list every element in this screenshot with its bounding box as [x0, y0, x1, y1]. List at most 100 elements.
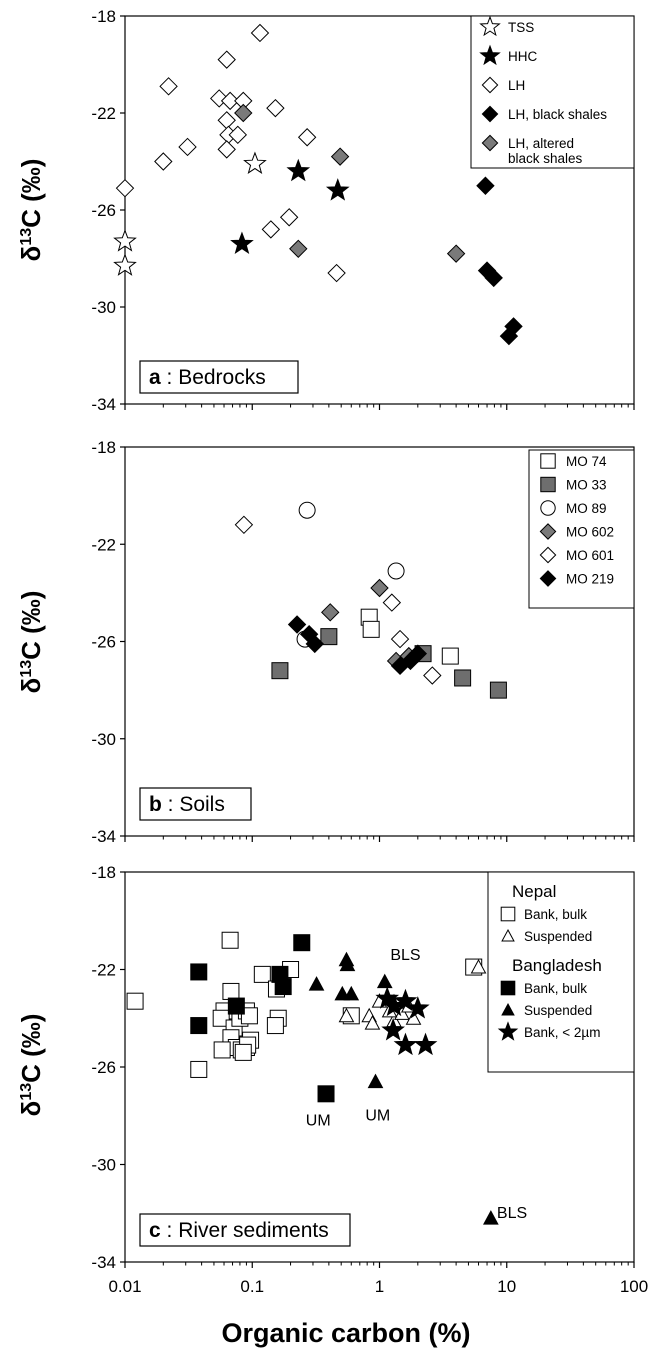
legend-label: LH [508, 78, 525, 93]
data-point [212, 1009, 230, 1027]
legend-label: LH, altered [508, 136, 574, 151]
annotation: BLS [390, 947, 420, 964]
legend-label: TSS [508, 20, 534, 35]
y-tick-label: -30 [91, 730, 116, 749]
annotation: UM [306, 1113, 331, 1130]
legend-label: black shales [508, 151, 583, 166]
legend-label: MO 33 [566, 478, 607, 493]
data-point [217, 140, 236, 159]
data-point [370, 578, 389, 598]
data-point [297, 128, 317, 147]
data-point [305, 634, 324, 654]
legend: MO 74 MO 33 MO 89 MO 602 MO 601 MO 219 [528, 449, 635, 609]
panel-title: b : Soils [149, 793, 225, 816]
data-point [393, 988, 418, 1012]
legend-label: HHC [508, 49, 537, 64]
data-point [213, 1041, 231, 1059]
data-point [405, 996, 430, 1019]
data-point [387, 562, 405, 580]
data-points [234, 501, 507, 699]
data-point [484, 268, 503, 288]
data-point [240, 1007, 258, 1025]
data-point [178, 137, 197, 157]
data-point [483, 1210, 499, 1225]
data-point [126, 992, 144, 1010]
legend-label: MO 219 [566, 572, 614, 587]
legend-label: MO 74 [566, 454, 607, 469]
data-point [220, 91, 240, 111]
legend-marker [481, 105, 499, 123]
data-point [367, 1073, 384, 1089]
data-point [287, 615, 307, 634]
legend-label: MO 601 [566, 548, 614, 563]
y-tick-label: -26 [91, 633, 116, 652]
data-point [423, 666, 442, 685]
legend-group-heading: Bangladesh [512, 956, 602, 975]
y-tick-label: -30 [91, 1156, 116, 1175]
legend-box [470, 15, 635, 169]
legend-label: Bank, < 2µm [524, 1025, 600, 1040]
data-point [470, 959, 487, 974]
data-point [320, 628, 338, 646]
legend-marker [539, 523, 557, 540]
data-point [190, 1060, 208, 1078]
data-point [393, 1032, 418, 1056]
y-tick-label: -22 [91, 104, 116, 123]
data-point [250, 23, 270, 43]
y-tick-label: -22 [91, 961, 116, 980]
legend-label: MO 89 [566, 501, 607, 516]
panel-title-box [139, 1213, 351, 1247]
data-point [343, 985, 360, 1001]
data-point [221, 931, 239, 949]
x-tick-label: 1 [375, 1277, 384, 1296]
y-tick-label: -34 [91, 395, 116, 414]
legend-marker [539, 546, 557, 564]
y-axis-label: δ13C (‰) [16, 591, 46, 694]
legend-label: Suspended [524, 1003, 592, 1018]
data-point [489, 681, 507, 699]
data-point [234, 515, 254, 535]
y-tick-label: -18 [91, 7, 116, 26]
data-point [499, 326, 519, 346]
x-tick-label: 0.01 [108, 1277, 141, 1296]
legend: Nepal Bank, bulk Suspended Bangladesh Bank, … [487, 871, 635, 1073]
data-point [454, 669, 472, 687]
data-point [113, 229, 137, 252]
legend-marker [540, 476, 556, 493]
x-axis-tick-labels: 0.01 0.1 1 10 100 [108, 1277, 648, 1296]
data-point [234, 103, 253, 123]
y-axis-label: δ13C (‰) [16, 159, 46, 262]
chart-panel-1: -18 -22 -26 -30 -34 δ13C (‰) a : Bedrocks TSS HH… [16, 7, 635, 414]
legend-marker [500, 906, 516, 922]
data-point [317, 1085, 335, 1103]
data-point [227, 997, 245, 1015]
data-point [476, 176, 495, 195]
legend-label: Suspended [524, 929, 592, 944]
data-point [234, 1043, 252, 1061]
y-tick-label: -18 [91, 863, 116, 882]
legend-marker [501, 1002, 515, 1016]
legend-marker [479, 15, 501, 37]
data-point [376, 973, 393, 989]
data-point [113, 253, 137, 276]
data-point [253, 965, 271, 983]
y-tick-label: -30 [91, 298, 116, 317]
panels: -18 -22 -26 -30 -34 δ13C (‰) a : Bedrocks TSS HH… [16, 7, 635, 1272]
data-point [298, 501, 316, 519]
legend: TSS HHC LH LH, black shales LH, alteredblack… [470, 15, 635, 169]
data-point [405, 1010, 422, 1025]
annotation: UM [365, 1108, 390, 1125]
x-tick-label: 0.1 [240, 1277, 264, 1296]
data-point [217, 50, 236, 69]
chart-panel-3: -18 -22 -26 -30 -34 δ13C (‰) c : River sedimen… [16, 863, 635, 1272]
data-point [289, 239, 308, 259]
data-point [390, 629, 410, 649]
y-tick-label: -26 [91, 1058, 116, 1077]
panel-title-box [139, 360, 299, 394]
y-axis-label: δ13C (‰) [16, 1014, 46, 1117]
panel-title-box [139, 787, 252, 821]
data-point [382, 593, 402, 612]
data-point [338, 1007, 355, 1023]
